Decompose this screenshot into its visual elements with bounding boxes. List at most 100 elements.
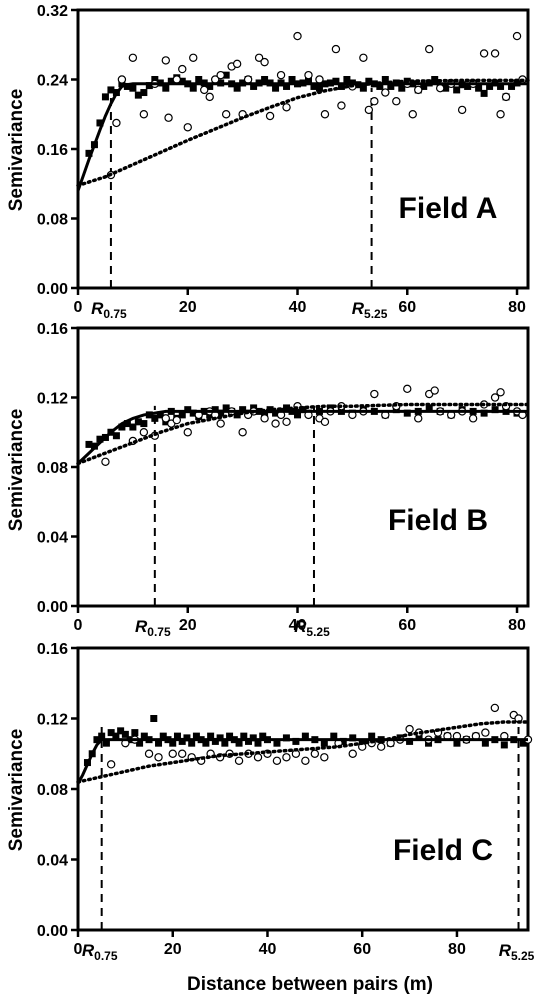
data-point-circle: [238, 428, 247, 437]
data-point-circle: [320, 110, 330, 119]
data-point-square: [259, 732, 267, 740]
data-point-square: [151, 414, 159, 422]
data-point-square: [245, 737, 253, 745]
data-point-circle: [276, 70, 286, 80]
data-point-circle: [183, 123, 192, 132]
data-point-square: [188, 739, 196, 747]
data-point-square: [123, 420, 131, 428]
x-tick-label: 60: [353, 941, 371, 958]
data-point-square: [240, 732, 248, 740]
data-point-circle: [254, 53, 264, 62]
y-tick-label: 0.16: [37, 641, 68, 658]
data-point-square: [211, 737, 219, 745]
data-point-square: [301, 732, 309, 740]
data-point-square: [102, 739, 110, 747]
data-point-square: [343, 76, 351, 83]
model-curve-solid: [76, 409, 528, 465]
data-point-circle: [481, 728, 490, 737]
y-tick-label: 0.08: [37, 782, 68, 799]
data-point-square: [304, 76, 312, 83]
data-point-square: [112, 732, 120, 740]
data-point-square: [508, 82, 516, 90]
data-point-square: [178, 411, 186, 419]
data-point-circle: [200, 85, 209, 95]
data-point-square: [156, 411, 164, 419]
data-point-circle: [479, 49, 489, 58]
field-b-label: Field B: [388, 504, 488, 537]
data-point-square: [131, 729, 139, 737]
data-point-square: [140, 420, 148, 428]
data-point-square: [519, 739, 527, 747]
data-point-circle: [221, 110, 231, 119]
data-point-square: [140, 89, 148, 97]
data-point-square: [481, 739, 489, 747]
data-point-square: [211, 406, 219, 414]
data-point-square: [192, 732, 200, 740]
data-point-square: [217, 409, 225, 417]
data-point-circle: [205, 92, 214, 102]
field-a-label: Field A: [399, 192, 498, 225]
data-point-circle: [392, 97, 401, 106]
plot-frame: [76, 646, 530, 932]
data-point-circle: [435, 83, 445, 93]
data-point-circle: [106, 760, 116, 769]
data-point-square: [381, 76, 389, 83]
data-point-circle: [348, 749, 357, 758]
data-point-circle: [304, 70, 313, 80]
data-point-square: [151, 76, 159, 83]
data-point-circle: [178, 64, 187, 74]
data-point-square: [226, 732, 234, 740]
data-point-square: [184, 406, 192, 414]
data-point-square: [453, 739, 461, 747]
x-axis-title: Distance between pairs (m): [187, 974, 433, 995]
model-curve-dotted: [76, 720, 530, 784]
data-point-circle: [117, 75, 127, 84]
data-point-circle: [183, 428, 192, 437]
data-point-circle: [430, 386, 439, 395]
data-point-square: [195, 76, 203, 83]
data-point-circle: [161, 56, 171, 65]
data-point-circle: [265, 111, 275, 121]
model-curve-solid: [76, 82, 528, 192]
y-tick-label: 0.16: [37, 321, 68, 338]
range-marker-label: R0.75: [91, 299, 127, 321]
data-point-square: [150, 715, 158, 722]
data-point-square: [332, 77, 340, 85]
data-point-square: [420, 82, 428, 90]
data-point-square: [221, 739, 229, 747]
y-tick-label: 0.16: [37, 142, 68, 159]
data-point-square: [140, 732, 148, 740]
plot-frame: [76, 326, 530, 608]
data-point-circle: [405, 724, 414, 734]
field-c-label: Field C: [393, 834, 493, 867]
data-point-circle: [331, 44, 341, 54]
x-tick-label: 60: [398, 299, 416, 316]
data-point-circle: [490, 49, 500, 58]
data-point-square: [406, 737, 414, 745]
data-point-circle: [272, 756, 282, 766]
data-point-square: [134, 91, 142, 99]
data-point-square: [403, 409, 411, 417]
y-axis-title-field-b: Semivariance: [6, 409, 27, 532]
data-point-circle: [161, 414, 171, 423]
data-point-circle: [189, 53, 198, 62]
x-tick-label: 20: [164, 941, 182, 958]
y-tick-label: 0.08: [37, 212, 68, 229]
data-point-square: [282, 734, 290, 742]
data-point-square: [299, 406, 307, 414]
data-point-square: [183, 734, 191, 742]
data-point-circle: [320, 753, 329, 762]
data-point-square: [365, 77, 373, 85]
data-point-square: [129, 423, 137, 431]
data-point-square: [216, 734, 224, 742]
y-tick-label: 0.12: [37, 391, 68, 408]
data-point-square: [155, 739, 163, 747]
data-point-circle: [128, 53, 138, 62]
data-point-circle: [154, 753, 163, 762]
data-point-square: [202, 739, 210, 747]
y-tick-label: 0.00: [37, 281, 68, 298]
x-tick-label: 0: [74, 299, 83, 316]
data-point-circle: [293, 31, 302, 41]
y-tick-label: 0.04: [37, 530, 68, 547]
